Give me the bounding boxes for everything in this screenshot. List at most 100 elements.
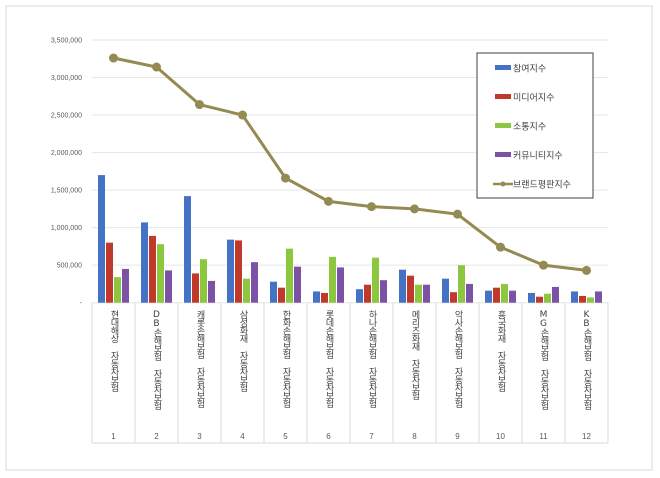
bar-0 <box>356 289 363 303</box>
bar-1 <box>407 275 414 303</box>
brand-index-point <box>109 53 118 63</box>
legend-swatch <box>495 94 511 99</box>
bar-1 <box>450 292 457 303</box>
bar-3 <box>294 266 301 303</box>
bar-0 <box>442 278 449 303</box>
bar-1 <box>364 284 371 303</box>
category-label: 흥국화재 자동차보험 <box>496 309 506 392</box>
category-rank: 1 <box>111 432 116 441</box>
category-rank: 5 <box>283 432 288 441</box>
legend-label: 소통지수 <box>513 122 546 133</box>
legend-label: 브랜드평판지수 <box>513 180 571 191</box>
brand-index-point <box>367 202 376 212</box>
bar-0 <box>184 196 191 303</box>
brand-index-point <box>324 196 333 206</box>
bar-3 <box>122 268 129 303</box>
category-rank: 8 <box>412 432 417 441</box>
category-rank: 3 <box>197 432 202 441</box>
bar-1 <box>149 235 156 303</box>
bar-2 <box>200 259 207 303</box>
legend-swatch <box>495 152 511 157</box>
bar-1 <box>493 287 500 303</box>
category-rank: 7 <box>369 432 374 441</box>
category-rank: 4 <box>240 432 245 441</box>
category-label: 롯데손해보험 자동차보험 <box>324 310 334 408</box>
bar-0 <box>98 175 105 303</box>
brand-index-point <box>152 62 161 72</box>
category-rank: 11 <box>539 432 548 441</box>
bar-0 <box>399 269 406 303</box>
bar-0 <box>528 292 535 303</box>
y-tick-label: 1,500,000 <box>51 188 82 195</box>
y-tick-label: - <box>80 300 83 307</box>
category-rank: 6 <box>326 432 331 441</box>
bar-1 <box>579 295 586 303</box>
y-tick-label: 2,000,000 <box>51 150 82 157</box>
bar-1 <box>278 287 285 303</box>
brand-index-line <box>113 56 587 272</box>
category-rank: 2 <box>154 432 159 441</box>
category-label: 캐롯손해보험 자동차보험 <box>195 310 205 408</box>
y-tick-label: 1,000,000 <box>51 225 82 232</box>
brand-index-point <box>539 260 548 270</box>
bar-2 <box>458 265 465 303</box>
bar-2 <box>286 248 293 303</box>
legend-label: 미디어지수 <box>513 93 554 104</box>
brand-index-point <box>496 242 505 252</box>
brand-index-point <box>195 100 204 110</box>
legend-marker <box>500 181 506 187</box>
category-label: DB손해보험 자동차보험 <box>152 310 162 410</box>
bar-2 <box>415 284 422 303</box>
bar-0 <box>485 290 492 303</box>
bar-1 <box>536 296 543 303</box>
legend-swatch <box>495 123 511 128</box>
bar-1 <box>106 242 113 303</box>
bar-3 <box>251 262 258 303</box>
bar-0 <box>141 222 148 303</box>
category-label: 하나손해보험 자동차보험 <box>367 310 377 408</box>
bar-0 <box>227 239 234 303</box>
bar-2 <box>587 297 594 303</box>
brand-index-point <box>582 265 591 275</box>
bar-3 <box>208 280 215 303</box>
category-label: MG손해보험 자동차보험 <box>539 310 549 410</box>
bar-2 <box>372 257 379 303</box>
bar-2 <box>501 283 508 303</box>
bar-2 <box>243 278 250 303</box>
bar-1 <box>235 240 242 303</box>
bar-1 <box>192 273 199 303</box>
bar-3 <box>595 291 602 303</box>
legend-swatch <box>495 65 511 70</box>
brand-index-point <box>281 173 290 183</box>
category-label: KB손해보험 자동차보험 <box>582 310 592 410</box>
brand-index-point <box>410 204 419 214</box>
category-label: 한화손해보험 자동차보험 <box>281 310 291 408</box>
bar-0 <box>313 291 320 303</box>
bar-3 <box>552 286 559 303</box>
bar-0 <box>571 291 578 303</box>
category-label: 삼성화재 자동차보험 <box>238 310 248 392</box>
category-label: 메리츠화재 자동차보험 <box>410 310 420 400</box>
y-tick-label: 3,500,000 <box>51 38 82 45</box>
bar-3 <box>423 284 430 303</box>
bar-3 <box>380 280 387 303</box>
bar-2 <box>114 277 121 303</box>
category-label: 악사손해보험 자동차보험 <box>453 309 463 408</box>
y-tick-label: 2,500,000 <box>51 113 82 120</box>
category-rank: 12 <box>582 432 591 441</box>
bar-3 <box>509 290 516 303</box>
category-rank: 10 <box>496 432 505 441</box>
bar-3 <box>466 283 473 303</box>
bar-1 <box>321 292 328 303</box>
y-tick-label: 3,000,000 <box>51 75 82 82</box>
category-label: 현대해상 자동차보험 <box>109 310 119 392</box>
bar-2 <box>544 293 551 303</box>
y-tick-label: 500,000 <box>57 263 82 270</box>
bar-0 <box>270 281 277 303</box>
legend-label: 커뮤니티지수 <box>513 151 563 162</box>
bar-2 <box>157 244 164 303</box>
brand-index-point <box>238 110 247 120</box>
category-rank: 9 <box>455 432 460 441</box>
